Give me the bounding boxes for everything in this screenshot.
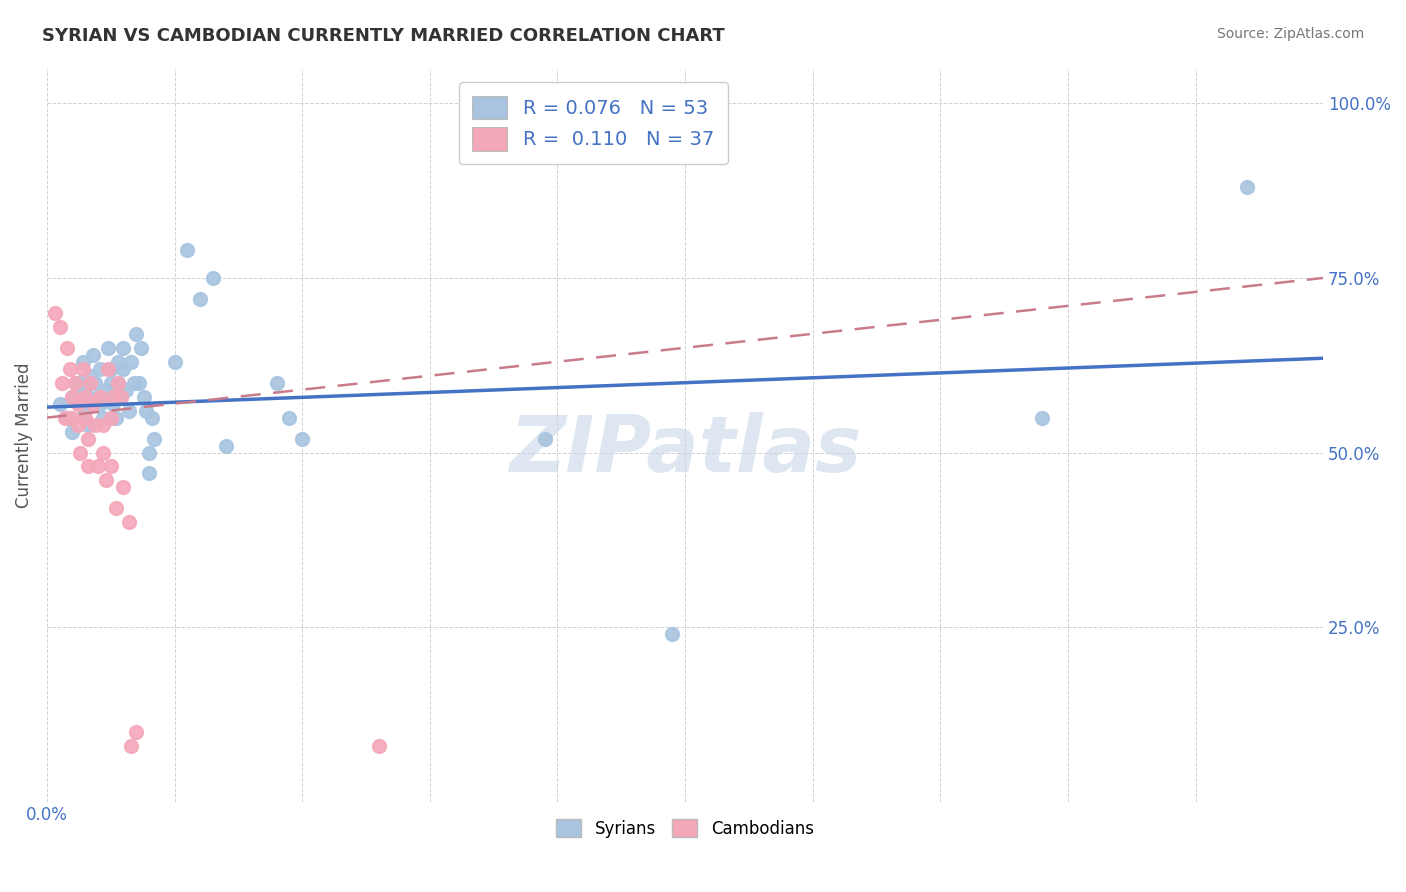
Point: [125, 724, 148, 739]
Point: [661, 627, 683, 641]
Point: [103, 390, 125, 404]
Point: [104, 501, 127, 516]
Point: [75, 390, 97, 404]
Point: [201, 271, 224, 285]
Point: [107, 376, 129, 390]
Point: [62, 425, 84, 439]
Point: [44, 306, 66, 320]
Point: [138, 467, 160, 481]
Point: [131, 341, 153, 355]
Point: [53, 410, 76, 425]
Point: [100, 459, 122, 474]
Point: [89, 361, 111, 376]
Point: [69, 445, 91, 459]
Point: [278, 410, 301, 425]
Point: [75, 403, 97, 417]
Point: [163, 355, 186, 369]
Point: [188, 292, 211, 306]
Point: [117, 516, 139, 530]
Point: [69, 397, 91, 411]
Point: [104, 410, 127, 425]
Point: [48, 397, 70, 411]
Point: [82, 348, 104, 362]
Point: [1236, 180, 1258, 194]
Point: [97, 361, 120, 376]
Point: [91, 417, 114, 432]
Point: [112, 480, 135, 494]
Point: [100, 376, 122, 390]
Point: [66, 417, 89, 432]
Point: [115, 383, 138, 397]
Point: [110, 390, 132, 404]
Point: [75, 410, 97, 425]
Point: [76, 417, 98, 432]
Point: [84, 376, 107, 390]
Point: [125, 326, 148, 341]
Point: [91, 445, 114, 459]
Point: [266, 376, 288, 390]
Point: [112, 361, 135, 376]
Point: [84, 417, 107, 432]
Point: [89, 397, 111, 411]
Point: [112, 341, 135, 355]
Point: [135, 403, 157, 417]
Text: Source: ZipAtlas.com: Source: ZipAtlas.com: [1216, 27, 1364, 41]
Point: [87, 390, 110, 404]
Point: [48, 319, 70, 334]
Point: [91, 410, 114, 425]
Point: [82, 397, 104, 411]
Point: [62, 390, 84, 404]
Point: [143, 432, 166, 446]
Text: SYRIAN VS CAMBODIAN CURRENTLY MARRIED CORRELATION CHART: SYRIAN VS CAMBODIAN CURRENTLY MARRIED CO…: [42, 27, 725, 45]
Point: [97, 341, 120, 355]
Point: [107, 355, 129, 369]
Point: [62, 390, 84, 404]
Point: [132, 390, 155, 404]
Point: [56, 410, 79, 425]
Point: [141, 410, 163, 425]
Point: [63, 376, 86, 390]
Point: [79, 376, 101, 390]
Point: [56, 341, 79, 355]
Point: [89, 390, 111, 404]
Point: [103, 397, 125, 411]
Point: [107, 376, 129, 390]
Point: [79, 368, 101, 383]
Point: [367, 739, 389, 753]
Point: [62, 410, 84, 425]
Y-axis label: Currently Married: Currently Married: [15, 362, 32, 508]
Point: [72, 355, 94, 369]
Point: [533, 432, 555, 446]
Point: [120, 739, 142, 753]
Point: [100, 361, 122, 376]
Point: [75, 383, 97, 397]
Point: [59, 361, 82, 376]
Point: [72, 361, 94, 376]
Point: [214, 438, 236, 452]
Point: [291, 432, 314, 446]
Point: [87, 459, 110, 474]
Legend: Syrians, Cambodians: Syrians, Cambodians: [550, 813, 821, 845]
Text: ZIPatlas: ZIPatlas: [509, 412, 860, 488]
Point: [66, 376, 89, 390]
Point: [120, 355, 142, 369]
Point: [76, 432, 98, 446]
Point: [138, 445, 160, 459]
Point: [176, 243, 198, 257]
Point: [94, 383, 117, 397]
Point: [128, 376, 150, 390]
Point: [122, 376, 145, 390]
Point: [76, 459, 98, 474]
Point: [1031, 410, 1053, 425]
Point: [66, 397, 89, 411]
Point: [117, 403, 139, 417]
Point: [51, 376, 73, 390]
Point: [110, 390, 132, 404]
Point: [94, 474, 117, 488]
Point: [100, 410, 122, 425]
